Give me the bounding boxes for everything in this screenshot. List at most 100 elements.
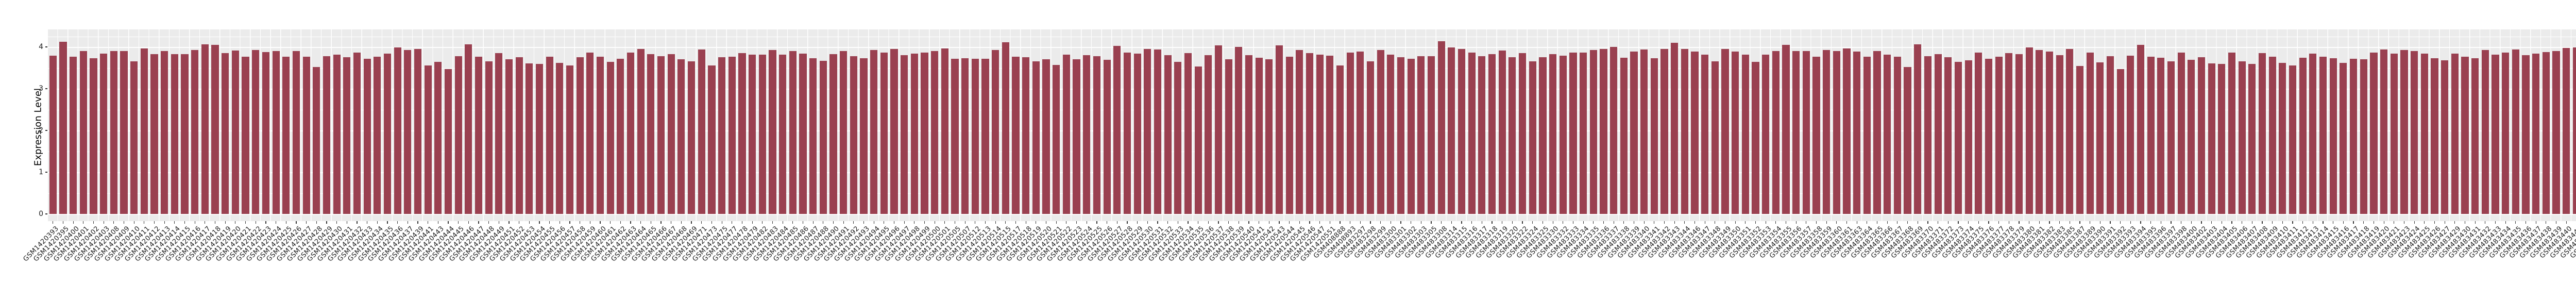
- x-tick-mark: [2211, 221, 2212, 224]
- bar: [272, 51, 280, 214]
- x-tick-label: GSM1420413: [133, 225, 172, 263]
- x-tick-label: GSM1420496: [863, 225, 902, 263]
- bar: [1042, 59, 1050, 214]
- bar: [647, 54, 655, 214]
- x-tick-mark: [2282, 221, 2283, 224]
- x-tick-mark: [245, 221, 246, 224]
- x-tick-mark: [843, 221, 844, 224]
- x-tick-mark: [660, 221, 662, 224]
- bar: [2471, 58, 2479, 214]
- x-tick-mark: [1400, 221, 1401, 224]
- x-tick-label: GSM483348: [1687, 225, 1723, 260]
- x-tick-label: GSM483315: [1434, 225, 1469, 260]
- x-tick-label: GSM1420466: [630, 225, 669, 263]
- bar: [2370, 53, 2378, 214]
- bar: [1255, 58, 1263, 214]
- x-tick-label: GSM1420525: [1065, 225, 1105, 263]
- x-tick-mark: [1836, 221, 1837, 224]
- x-tick-label: GSM1420475: [691, 225, 730, 263]
- bar: [2492, 55, 2499, 214]
- x-tick-label: GSM408888: [1312, 225, 1348, 260]
- x-tick-label: GSM483420: [2356, 225, 2392, 260]
- x-tick-label: GSM483303: [1393, 225, 1429, 260]
- x-tick-label: GSM483383: [2031, 225, 2067, 260]
- bar: [444, 69, 452, 214]
- bar: [606, 62, 614, 214]
- x-tick-mark: [306, 221, 307, 224]
- x-tick-label: GSM1420409: [93, 225, 132, 263]
- x-tick-mark: [711, 221, 713, 224]
- bar: [992, 50, 999, 214]
- x-tick-label: GSM483300: [1363, 225, 1398, 260]
- bar: [1336, 65, 1344, 214]
- bar: [2279, 62, 2286, 214]
- x-tick-label: GSM1420401: [52, 225, 91, 263]
- bar: [2258, 53, 2266, 214]
- x-tick-label: GSM483316: [1444, 225, 1480, 260]
- bar: [1539, 57, 1547, 214]
- bar: [383, 53, 392, 214]
- x-tick-label: GSM1420436: [366, 225, 405, 263]
- x-tick-label: GSM483432: [2457, 225, 2493, 260]
- x-tick-mark: [93, 221, 94, 224]
- bar: [1640, 49, 1648, 214]
- bar: [313, 67, 320, 214]
- x-tick-mark: [863, 221, 865, 224]
- x-tick-mark: [2231, 221, 2232, 224]
- bar: [1296, 49, 1303, 214]
- x-tick-mark: [995, 221, 996, 224]
- x-tick-mark: [1988, 221, 1989, 224]
- bar: [1954, 62, 1962, 214]
- x-tick-mark: [2272, 221, 2273, 224]
- x-tick-label: GSM1420467: [640, 225, 679, 263]
- x-tick-mark: [1137, 221, 1138, 224]
- x-tick-label: GSM1420537: [1188, 225, 1226, 263]
- x-tick-label: GSM483351: [1717, 225, 1753, 260]
- bar: [850, 56, 857, 214]
- x-tick-label: GSM483431: [2447, 225, 2483, 260]
- bar: [566, 65, 574, 214]
- x-tick-mark: [377, 221, 378, 224]
- x-tick-label: GSM483395: [2123, 225, 2159, 260]
- x-tick-label: GSM483335: [1565, 225, 1601, 260]
- x-tick-label: GSM1420486: [772, 225, 811, 263]
- x-tick-mark: [154, 221, 155, 224]
- bar: [394, 47, 401, 214]
- bar: [1407, 59, 1415, 214]
- bar: [1326, 56, 1334, 214]
- bar: [2045, 51, 2054, 214]
- x-tick-mark: [478, 221, 479, 224]
- bar: [941, 48, 948, 214]
- x-tick-mark: [1076, 221, 1077, 224]
- x-tick-mark: [1694, 221, 1696, 224]
- x-tick-label: GSM1420462: [589, 225, 629, 263]
- bar: [809, 58, 817, 214]
- x-tick-mark: [2566, 221, 2567, 224]
- x-tick-label: GSM1420461: [579, 225, 618, 263]
- x-tick-label: GSM483442: [2558, 225, 2576, 260]
- x-tick-mark: [1228, 221, 1229, 224]
- bar: [2542, 52, 2550, 214]
- x-tick-label: GSM1420427: [275, 225, 314, 263]
- bar: [100, 53, 108, 214]
- x-tick-label: GSM1420517: [985, 225, 1024, 263]
- x-tick-mark: [1441, 221, 1442, 224]
- x-tick-mark: [2079, 221, 2080, 224]
- gridline-y-0: [48, 214, 2576, 215]
- x-tick-label: GSM1420490: [802, 225, 841, 263]
- x-tick-label: GSM483330: [1525, 225, 1561, 260]
- bar: [2319, 57, 2327, 214]
- bar: [292, 51, 300, 214]
- x-tick-label: GSM483411: [2265, 225, 2300, 260]
- x-tick-label: GSM1420433: [336, 225, 375, 263]
- bar: [1610, 47, 1618, 214]
- x-tick-label: GSM483371: [1910, 225, 1946, 260]
- x-tick-label: GSM483416: [2315, 225, 2351, 260]
- bar: [79, 51, 87, 214]
- x-tick-mark: [944, 221, 945, 224]
- bar: [951, 58, 959, 214]
- bar: [374, 56, 381, 214]
- x-tick-label: GSM1420403: [73, 225, 111, 263]
